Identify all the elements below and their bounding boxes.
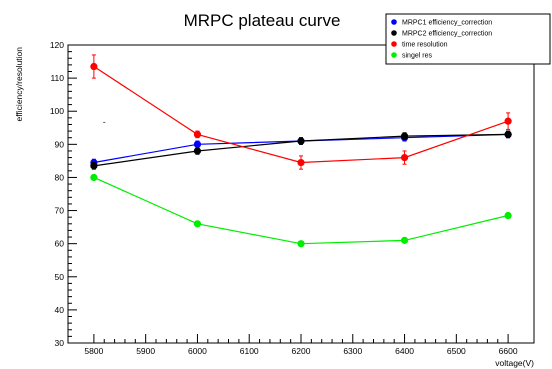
x-tick-label: 5800 <box>84 346 103 356</box>
y-axis: 30 40 50 60 70 80 90 100 110 120 <box>50 40 77 348</box>
x-tick-label: 6200 <box>292 346 311 356</box>
y-tick-label: 70 <box>55 206 65 216</box>
y-tick-label: 80 <box>55 172 65 182</box>
data-point <box>297 240 305 248</box>
data-point <box>193 147 202 155</box>
y-tick-label: 60 <box>55 239 65 249</box>
y-tick-label: 90 <box>55 139 65 149</box>
y-tick-label: 40 <box>55 305 65 315</box>
x-tick-label: 6100 <box>240 346 259 356</box>
legend-label: MRPC1 efficiency_correction <box>402 20 492 27</box>
legend-label: MRPC2 efficiency_correction <box>402 31 492 38</box>
legend-label: singel res <box>402 53 432 60</box>
series-layer <box>90 54 512 248</box>
data-point <box>90 62 98 71</box>
legend-label: time resolution <box>402 42 448 49</box>
legend-marker <box>391 52 397 58</box>
y-tick-label: 110 <box>50 73 64 83</box>
data-point <box>297 137 305 145</box>
legend-items: MRPC1 efficiency_correction MRPC2 efficie… <box>391 19 492 60</box>
x-tick-label: 6600 <box>499 346 518 356</box>
series-line-3 <box>93 176 509 245</box>
annotation-layer: - <box>103 116 106 126</box>
legend-marker <box>391 19 397 25</box>
annotation-mark: - <box>103 116 106 126</box>
y-axis-label: efficiency/resolution <box>14 47 24 122</box>
data-point <box>90 162 98 170</box>
data-point <box>400 153 409 162</box>
x-axis-label: voltage(V) <box>495 358 534 368</box>
x-tick-label: 6500 <box>447 346 466 356</box>
y-tick-label: 100 <box>50 106 64 116</box>
legend-marker <box>391 41 397 47</box>
y-tick-label: 50 <box>55 272 65 282</box>
x-tick-label: 6300 <box>343 346 362 356</box>
data-point <box>400 132 409 140</box>
x-axis: 5800 5900 6000 6100 6200 6300 6400 6500 6600 <box>84 334 518 356</box>
x-tick-label: 6000 <box>188 346 207 356</box>
data-point <box>90 173 98 182</box>
legend-box <box>385 13 551 65</box>
data-point <box>193 140 202 148</box>
data-point <box>193 130 202 138</box>
data-point <box>504 117 512 125</box>
data-point <box>400 236 409 244</box>
data-point <box>504 130 512 138</box>
legend-marker <box>391 30 397 36</box>
series-line-2 <box>93 65 509 164</box>
x-tick-label: 5900 <box>136 346 155 356</box>
x-tick-label: 6400 <box>395 346 414 356</box>
data-point <box>193 220 202 228</box>
chart-title: MRPC plateau curve <box>184 11 341 30</box>
y-tick-label: 120 <box>50 40 64 50</box>
data-point <box>297 158 305 167</box>
data-point <box>504 211 512 220</box>
plot-frame <box>67 44 535 344</box>
legend: MRPC1 efficiency_correction MRPC2 efficie… <box>385 13 551 65</box>
y-tick-label: 30 <box>55 338 65 348</box>
